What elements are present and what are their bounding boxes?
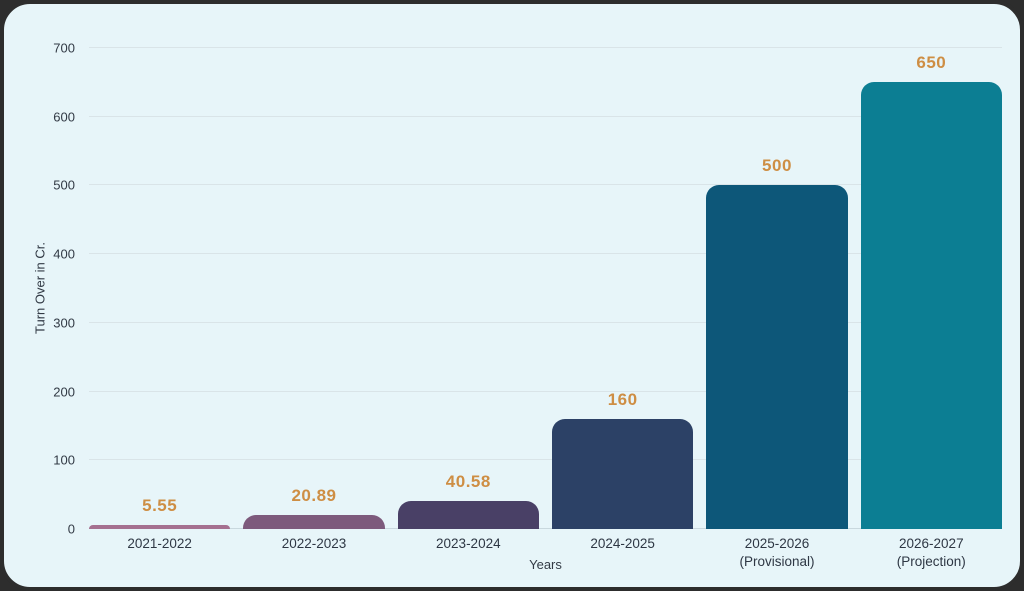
bar-value-label: 650 [916,53,947,73]
bar-value-label: 40.58 [445,472,491,492]
bar [551,419,694,529]
y-axis-title: Turn Over in Cr. [32,242,48,334]
bar [243,514,385,529]
gridline [89,459,1002,461]
bar-value-label: 20.89 [291,485,337,505]
bar-cell: 160 [551,48,694,529]
bar-cell: 20.89 [243,48,385,529]
bar [397,501,539,529]
gridline [89,528,1002,529]
x-tick-label: 2022-2023 [281,536,347,551]
bar-cell: 40.58 [397,48,539,529]
gridline [89,390,1002,392]
y-tick-label: 200 [53,384,75,400]
bar-cell: 5.55 [89,48,231,529]
y-tick-label: 500 [53,177,75,193]
bars-container: 5.55 20.89 40.58 160 500 650 [89,48,1002,529]
y-tick-label: 0 [67,521,75,537]
y-tick-label: 700 [53,40,75,56]
x-tick-label: 2025-2026 (Provisional) [739,536,815,570]
bar-cell: 650 [860,48,1002,529]
y-tick-label: 300 [53,315,75,331]
gridline [89,115,1002,117]
gridline [89,184,1002,186]
gridline [89,321,1002,323]
y-tick-label: 600 [53,109,75,125]
y-tick-label: 400 [53,246,75,262]
y-tick-label: 100 [53,452,75,468]
bar [860,82,1002,529]
gridline [89,253,1002,255]
bar-value-label: 160 [607,390,638,410]
bar-value-label: 500 [762,156,792,176]
x-tick-label: 2023-2024 [436,536,501,551]
plot-area: 0 100 200 300 400 500 600 700 5.55 20.89 40.58 160 5… [53,41,1002,537]
bar [706,185,848,529]
x-axis-title: Years [529,557,562,572]
bar-cell: 500 [706,48,848,529]
gridline [89,47,1002,48]
bar [89,525,231,529]
x-tick-label: 2026-2027 (Projection) [896,536,966,570]
x-tick-label: 2024-2025 [590,536,655,551]
bar-value-label: 5.55 [142,496,178,516]
x-axis-labels: 2021-2022 2022-2023 2023-2024 2024-2025 2025… [89,535,1002,571]
x-tick-label: 2021-2022 [127,536,192,551]
